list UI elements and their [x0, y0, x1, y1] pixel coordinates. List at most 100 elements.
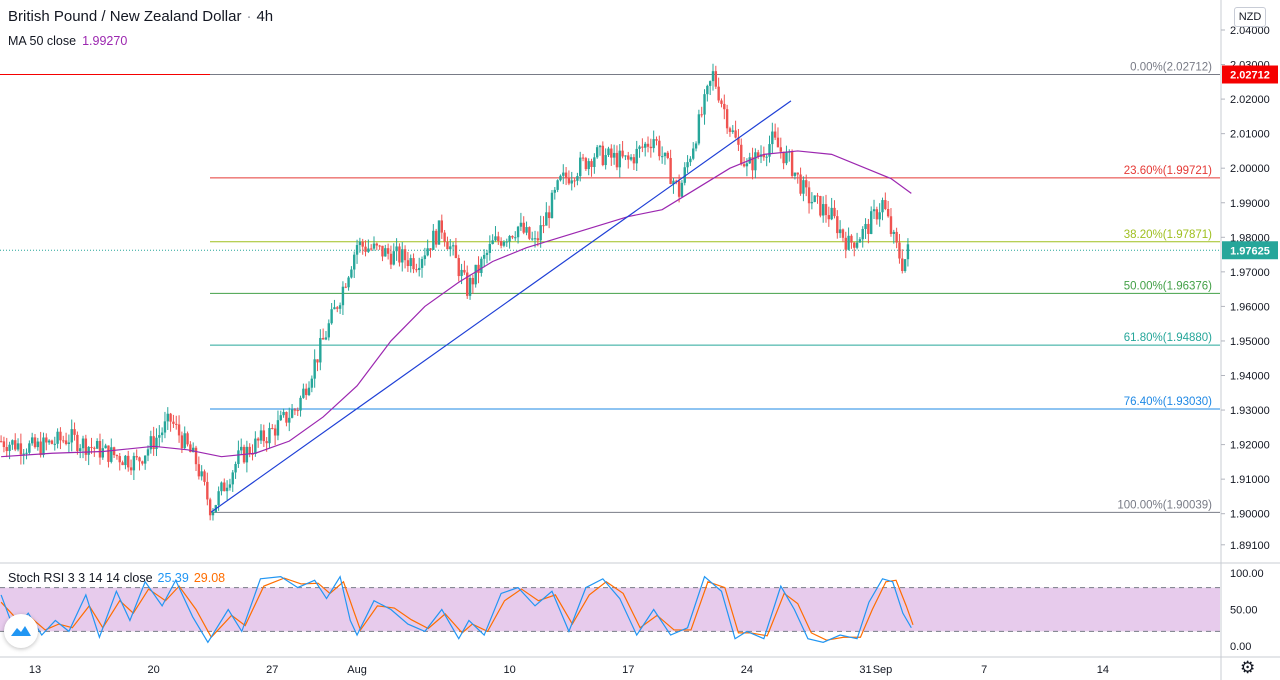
x-tick-label: 17: [622, 664, 634, 676]
candle: [692, 142, 695, 161]
candle-body: [610, 148, 613, 158]
candle: [861, 226, 864, 248]
candle: [367, 239, 370, 253]
candle: [635, 140, 638, 172]
candle-body: [553, 189, 556, 193]
candle-body: [821, 204, 825, 216]
ma-legend[interactable]: MA 50 close 1.99270: [8, 34, 127, 48]
candle-body: [273, 428, 277, 436]
candle-body: [765, 156, 768, 158]
candle-body: [624, 155, 627, 157]
candle: [231, 470, 234, 492]
candle-body: [203, 471, 206, 482]
candle-body: [717, 86, 720, 101]
candle-body: [180, 435, 184, 449]
candle: [884, 192, 887, 211]
candle: [5, 437, 8, 458]
candle: [821, 196, 825, 223]
candle: [392, 243, 395, 266]
candle: [655, 136, 658, 146]
stoch-k-value: 25.39: [157, 571, 189, 585]
candle-body: [790, 151, 794, 176]
currency-badge[interactable]: NZD: [1234, 7, 1266, 27]
candle-body: [186, 433, 189, 445]
fib-label: 0.00%(2.02712): [1130, 62, 1212, 74]
candle-body: [901, 258, 904, 271]
candle: [409, 254, 412, 273]
candle-body: [903, 259, 907, 271]
candle-body: [262, 430, 266, 442]
gear-icon[interactable]: ⚙: [1240, 658, 1256, 677]
candle-body: [598, 145, 602, 148]
candle-body: [279, 415, 282, 421]
candle: [84, 434, 88, 461]
candle: [358, 237, 362, 253]
y-tick-label: 1.92000: [1230, 440, 1270, 452]
candle: [502, 240, 506, 248]
candle: [135, 449, 138, 461]
candle: [782, 151, 785, 170]
candle-body: [796, 172, 799, 175]
candle: [449, 239, 452, 257]
candle: [104, 443, 107, 449]
candle: [248, 443, 251, 458]
candle-body: [468, 277, 472, 296]
candle: [90, 437, 93, 454]
candle: [206, 472, 209, 506]
candle: [321, 328, 325, 340]
candle-body: [70, 429, 73, 443]
stoch-band: [0, 587, 1220, 632]
candle: [564, 167, 568, 186]
candle-body: [344, 286, 347, 288]
fibonacci-levels[interactable]: 0.00%(2.02712) 23.60%(1.99721) 38.20%(1.97…: [0, 62, 1220, 513]
candle: [434, 228, 438, 248]
candle: [669, 149, 672, 185]
candle: [878, 203, 881, 227]
candle: [118, 453, 121, 471]
candle: [497, 231, 500, 245]
candle-body: [423, 255, 427, 260]
candle-body: [514, 237, 517, 239]
candle: [686, 155, 689, 173]
candle: [70, 419, 73, 452]
candle: [799, 167, 802, 196]
candle: [47, 439, 51, 445]
candle-body: [892, 231, 895, 234]
candle-body: [655, 139, 658, 141]
candle: [542, 216, 545, 234]
candle: [494, 226, 497, 242]
current-price-badge-text: 1.97625: [1230, 245, 1270, 257]
candlesticks: [0, 63, 910, 521]
candle-body: [364, 246, 367, 252]
tradingview-logo-icon[interactable]: [4, 614, 38, 648]
candle-body: [807, 187, 811, 204]
candle: [183, 426, 186, 450]
fib-label: 50.00%(1.96376): [1124, 280, 1212, 292]
candle: [765, 154, 768, 167]
candle: [658, 135, 661, 161]
candle-body: [175, 423, 178, 425]
candle-body: [81, 438, 85, 449]
candle: [64, 432, 68, 446]
candle-body: [878, 212, 881, 220]
candle-body: [98, 440, 102, 458]
candle-body: [680, 182, 684, 197]
candle-body: [146, 449, 150, 456]
candle-body: [225, 487, 229, 492]
candle-body: [381, 245, 384, 257]
current-price-badge: 1.97625: [1222, 241, 1278, 260]
candle: [720, 98, 723, 108]
trendline[interactable]: [210, 100, 792, 513]
candle-body: [316, 359, 319, 363]
stoch-legend[interactable]: Stoch RSI 3 3 14 14 close 25.39 29.08: [8, 571, 225, 585]
candle-body: [19, 443, 23, 455]
candle-body: [590, 161, 593, 167]
candle-body: [143, 455, 147, 464]
candle-body: [615, 152, 619, 168]
timeframe-label[interactable]: 4h: [256, 8, 274, 25]
candle-body: [734, 130, 737, 138]
candle: [810, 192, 814, 210]
fib-label: 23.60%(1.99721): [1124, 165, 1212, 177]
